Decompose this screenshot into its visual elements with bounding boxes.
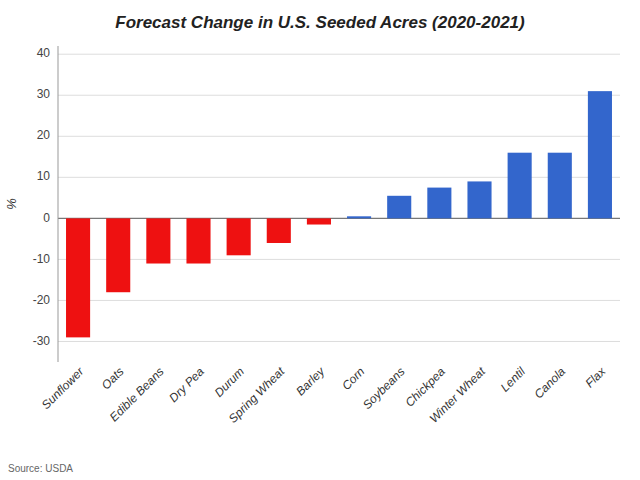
y-tick-label: 0 [43,211,50,225]
y-tick-label: 30 [37,87,51,101]
bar [106,218,130,292]
x-tick-label: Spring Wheat [226,364,288,426]
bar [307,218,331,224]
x-tick-label: Soybeans [360,364,408,412]
bar [227,218,251,255]
y-tick-label: -30 [33,334,51,348]
grid-line [58,300,620,301]
x-tick-label: Durum [212,364,247,399]
x-tick-label: Flax [582,364,609,391]
y-tick-label: -10 [33,252,51,266]
zero-line [58,218,620,219]
bar [186,218,210,263]
grid [58,54,620,341]
chart-title: Forecast Change in U.S. Seeded Acres (20… [115,13,525,32]
x-tick-label: Canola [531,364,568,401]
x-tick-label: Corn [339,364,368,393]
bar [588,91,612,218]
x-tick-label: Sunflower [39,364,87,412]
bar [146,218,170,263]
x-tick-label: Dry Pea [166,364,207,405]
bar [508,153,532,219]
chart-container: -30 -20 -10 0 10 20 30 40% Sunflower OatsEdible B… [0,0,640,480]
bar [427,188,451,219]
x-tick-label: Lentil [498,364,528,394]
grid-line [58,54,620,55]
y-tick-label: 40 [37,46,51,60]
grid-line [58,341,620,342]
bar [548,153,572,219]
x-tick-label: Barley [293,364,328,399]
y-axis-line [58,46,59,362]
grid-line [58,259,620,260]
x-tick-label: Edible Beans [107,364,167,424]
source-note: Source: USDA [8,463,73,474]
x-tick-label: Winter Wheat [427,364,489,426]
y-tick-label: -20 [33,293,51,307]
y-axis-label: % [4,198,19,210]
chart-svg: -30 -20 -10 0 10 20 30 40% Sunflower OatsEdible B… [0,0,640,480]
x-axis: Sunflower OatsEdible BeansDry PeaDurumSpr… [39,364,609,426]
grid-line [58,95,620,96]
bar [387,196,411,219]
bar [347,216,371,218]
bar [66,218,90,337]
bars [66,91,612,337]
grid-line [58,177,620,178]
y-axis: -30 -20 -10 0 10 20 30 40 [33,46,58,362]
bar [467,181,491,218]
y-tick-label: 10 [37,169,51,183]
grid-line [58,136,620,137]
y-tick-label: 20 [37,128,51,142]
bar [267,218,291,243]
x-tick-label: Oats [99,364,127,392]
